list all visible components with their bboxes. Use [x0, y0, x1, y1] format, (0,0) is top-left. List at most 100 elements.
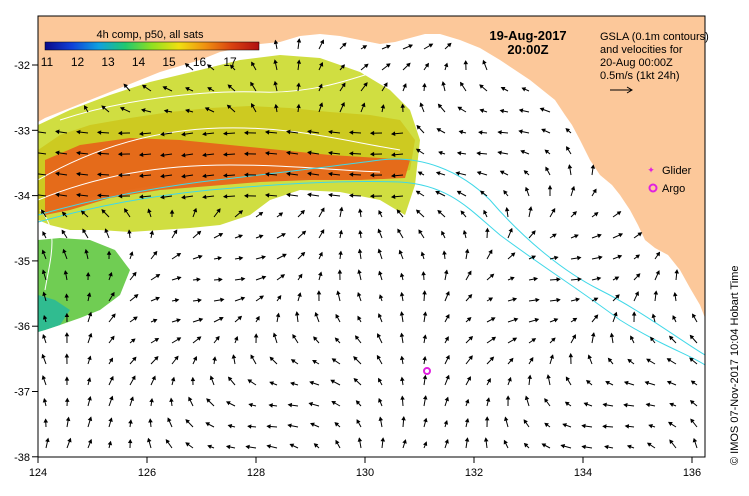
- velocity-arrow: [202, 173, 215, 179]
- velocity-arrow: [64, 312, 70, 323]
- velocity-arrow: [339, 101, 345, 113]
- velocity-arrow: [478, 130, 488, 135]
- velocity-arrow: [444, 314, 450, 323]
- velocity-arrow: [546, 374, 551, 386]
- velocity-arrow: [128, 419, 133, 428]
- velocity-arrow: [435, 171, 446, 176]
- velocity-arrow: [423, 441, 428, 449]
- velocity-arrow: [654, 270, 660, 281]
- velocity-arrow: [401, 416, 406, 428]
- velocity-arrow: [192, 336, 202, 344]
- velocity-arrow: [507, 297, 518, 302]
- velocity-arrow: [171, 355, 179, 365]
- velocity-arrow: [64, 332, 70, 344]
- velocity-arrow: [316, 290, 322, 302]
- velocity-arrow: [213, 256, 223, 261]
- velocity-arrow: [80, 210, 89, 218]
- velocity-arrow: [458, 129, 467, 135]
- velocity-arrow: [549, 297, 561, 303]
- velocity-arrow: [150, 318, 158, 324]
- velocity-arrow: [591, 314, 599, 323]
- velocity-arrow: [390, 131, 404, 136]
- velocity-arrow: [562, 423, 572, 428]
- velocity-arrow: [274, 103, 279, 113]
- velocity-arrow: [66, 437, 72, 449]
- velocity-arrow: [276, 233, 286, 239]
- velocity-arrow: [328, 129, 341, 135]
- velocity-arrow: [169, 209, 175, 218]
- velocity-arrow: [55, 171, 68, 177]
- velocity-arrow: [190, 376, 196, 386]
- velocity-arrow: [225, 444, 236, 450]
- velocity-arrow: [421, 271, 426, 281]
- velocity-arrow: [250, 81, 257, 92]
- velocity-arrow: [212, 356, 217, 365]
- velocity-arrow: [243, 151, 257, 157]
- colorbar-tick-label: 12: [71, 55, 85, 69]
- velocity-arrow: [560, 444, 572, 449]
- velocity-arrow: [484, 416, 490, 428]
- x-tick-label: 126: [138, 467, 156, 479]
- velocity-arrow: [507, 376, 512, 386]
- velocity-arrow: [141, 84, 152, 92]
- velocity-arrow: [360, 102, 366, 113]
- velocity-arrow: [108, 357, 114, 365]
- colorbar-ramp: [44, 41, 260, 51]
- velocity-arrow: [355, 400, 362, 407]
- velocity-arrow: [612, 211, 622, 218]
- velocity-arrow: [669, 439, 677, 449]
- velocity-arrow: [308, 401, 320, 407]
- velocity-arrow: [570, 255, 582, 261]
- colorbar-tick-label: 14: [132, 55, 146, 69]
- velocity-arrow: [318, 207, 325, 218]
- velocity-arrow: [666, 380, 677, 386]
- x-tick-label: 136: [683, 467, 701, 479]
- velocity-arrow: [185, 87, 194, 92]
- velocity-arrow: [612, 294, 620, 302]
- velocity-arrow: [378, 209, 383, 218]
- velocity-arrow: [441, 81, 446, 92]
- velocity-arrow: [402, 439, 407, 449]
- velocity-arrow: [378, 294, 384, 302]
- legend-line-2: and velocities for: [600, 44, 683, 56]
- velocity-arrow: [397, 228, 404, 239]
- velocity-arrow: [268, 403, 278, 408]
- velocity-arrow: [444, 396, 449, 407]
- velocity-arrow: [624, 424, 635, 429]
- velocity-arrow: [465, 270, 472, 281]
- velocity-arrow: [160, 194, 173, 200]
- velocity-arrow: [518, 129, 530, 134]
- velocity-arrow: [43, 418, 49, 428]
- x-tick-label: 132: [465, 467, 483, 479]
- velocity-arrow: [222, 194, 236, 199]
- velocity-arrow: [443, 419, 449, 428]
- velocity-arrow: [645, 402, 656, 408]
- velocity-arrow: [222, 173, 236, 178]
- velocity-arrow: [381, 44, 391, 50]
- velocity-arrow: [422, 311, 428, 323]
- x-tick-label: 128: [247, 467, 265, 479]
- velocity-arrow: [486, 297, 494, 302]
- velocity-arrow: [570, 185, 576, 197]
- velocity-arrow: [202, 152, 215, 158]
- velocity-arrow: [160, 152, 173, 158]
- velocity-arrow: [348, 193, 362, 198]
- velocity-arrow: [117, 172, 131, 178]
- velocity-arrow: [243, 130, 257, 136]
- velocity-arrow: [528, 255, 537, 260]
- velocity-arrow: [255, 211, 264, 218]
- velocity-arrow: [465, 376, 471, 386]
- timestamp-time: 20:00Z: [507, 42, 548, 57]
- velocity-arrow: [296, 59, 302, 71]
- velocity-arrow: [96, 130, 110, 135]
- velocity-arrow: [507, 337, 518, 344]
- velocity-arrow: [465, 316, 472, 323]
- velocity-arrow: [318, 229, 325, 239]
- velocity-arrow: [314, 311, 320, 323]
- velocity-arrow: [202, 194, 215, 200]
- glider-label: Glider: [662, 165, 692, 177]
- velocity-arrow: [607, 357, 614, 365]
- velocity-arrow: [357, 292, 362, 302]
- velocity-arrow: [549, 207, 556, 218]
- velocity-arrow: [339, 82, 346, 92]
